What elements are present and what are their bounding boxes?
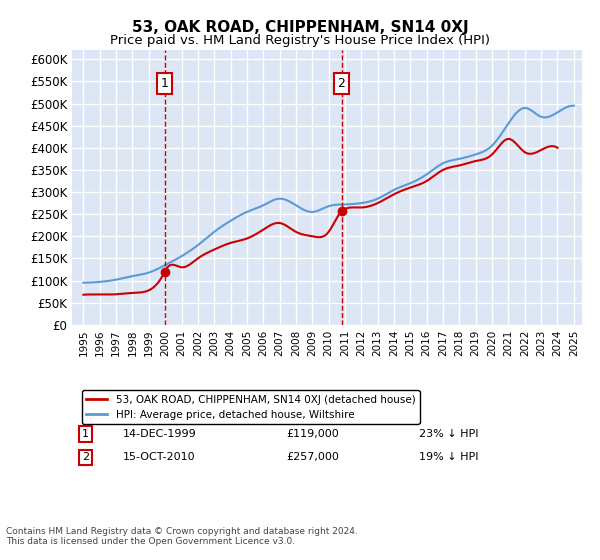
Legend: 53, OAK ROAD, CHIPPENHAM, SN14 0XJ (detached house), HPI: Average price, detache: 53, OAK ROAD, CHIPPENHAM, SN14 0XJ (deta…	[82, 390, 419, 424]
Text: 23% ↓ HPI: 23% ↓ HPI	[419, 429, 478, 439]
Text: Price paid vs. HM Land Registry's House Price Index (HPI): Price paid vs. HM Land Registry's House …	[110, 34, 490, 46]
Text: 2: 2	[338, 77, 346, 90]
Text: 14-DEC-1999: 14-DEC-1999	[123, 429, 197, 439]
Text: 15-OCT-2010: 15-OCT-2010	[123, 452, 196, 463]
Text: £119,000: £119,000	[286, 429, 339, 439]
Text: 19% ↓ HPI: 19% ↓ HPI	[419, 452, 478, 463]
Text: 53, OAK ROAD, CHIPPENHAM, SN14 0XJ: 53, OAK ROAD, CHIPPENHAM, SN14 0XJ	[131, 20, 469, 35]
Text: £257,000: £257,000	[286, 452, 339, 463]
Text: 2: 2	[82, 452, 89, 463]
Text: 1: 1	[82, 429, 89, 439]
Text: 1: 1	[161, 77, 169, 90]
Text: Contains HM Land Registry data © Crown copyright and database right 2024.
This d: Contains HM Land Registry data © Crown c…	[6, 526, 358, 546]
